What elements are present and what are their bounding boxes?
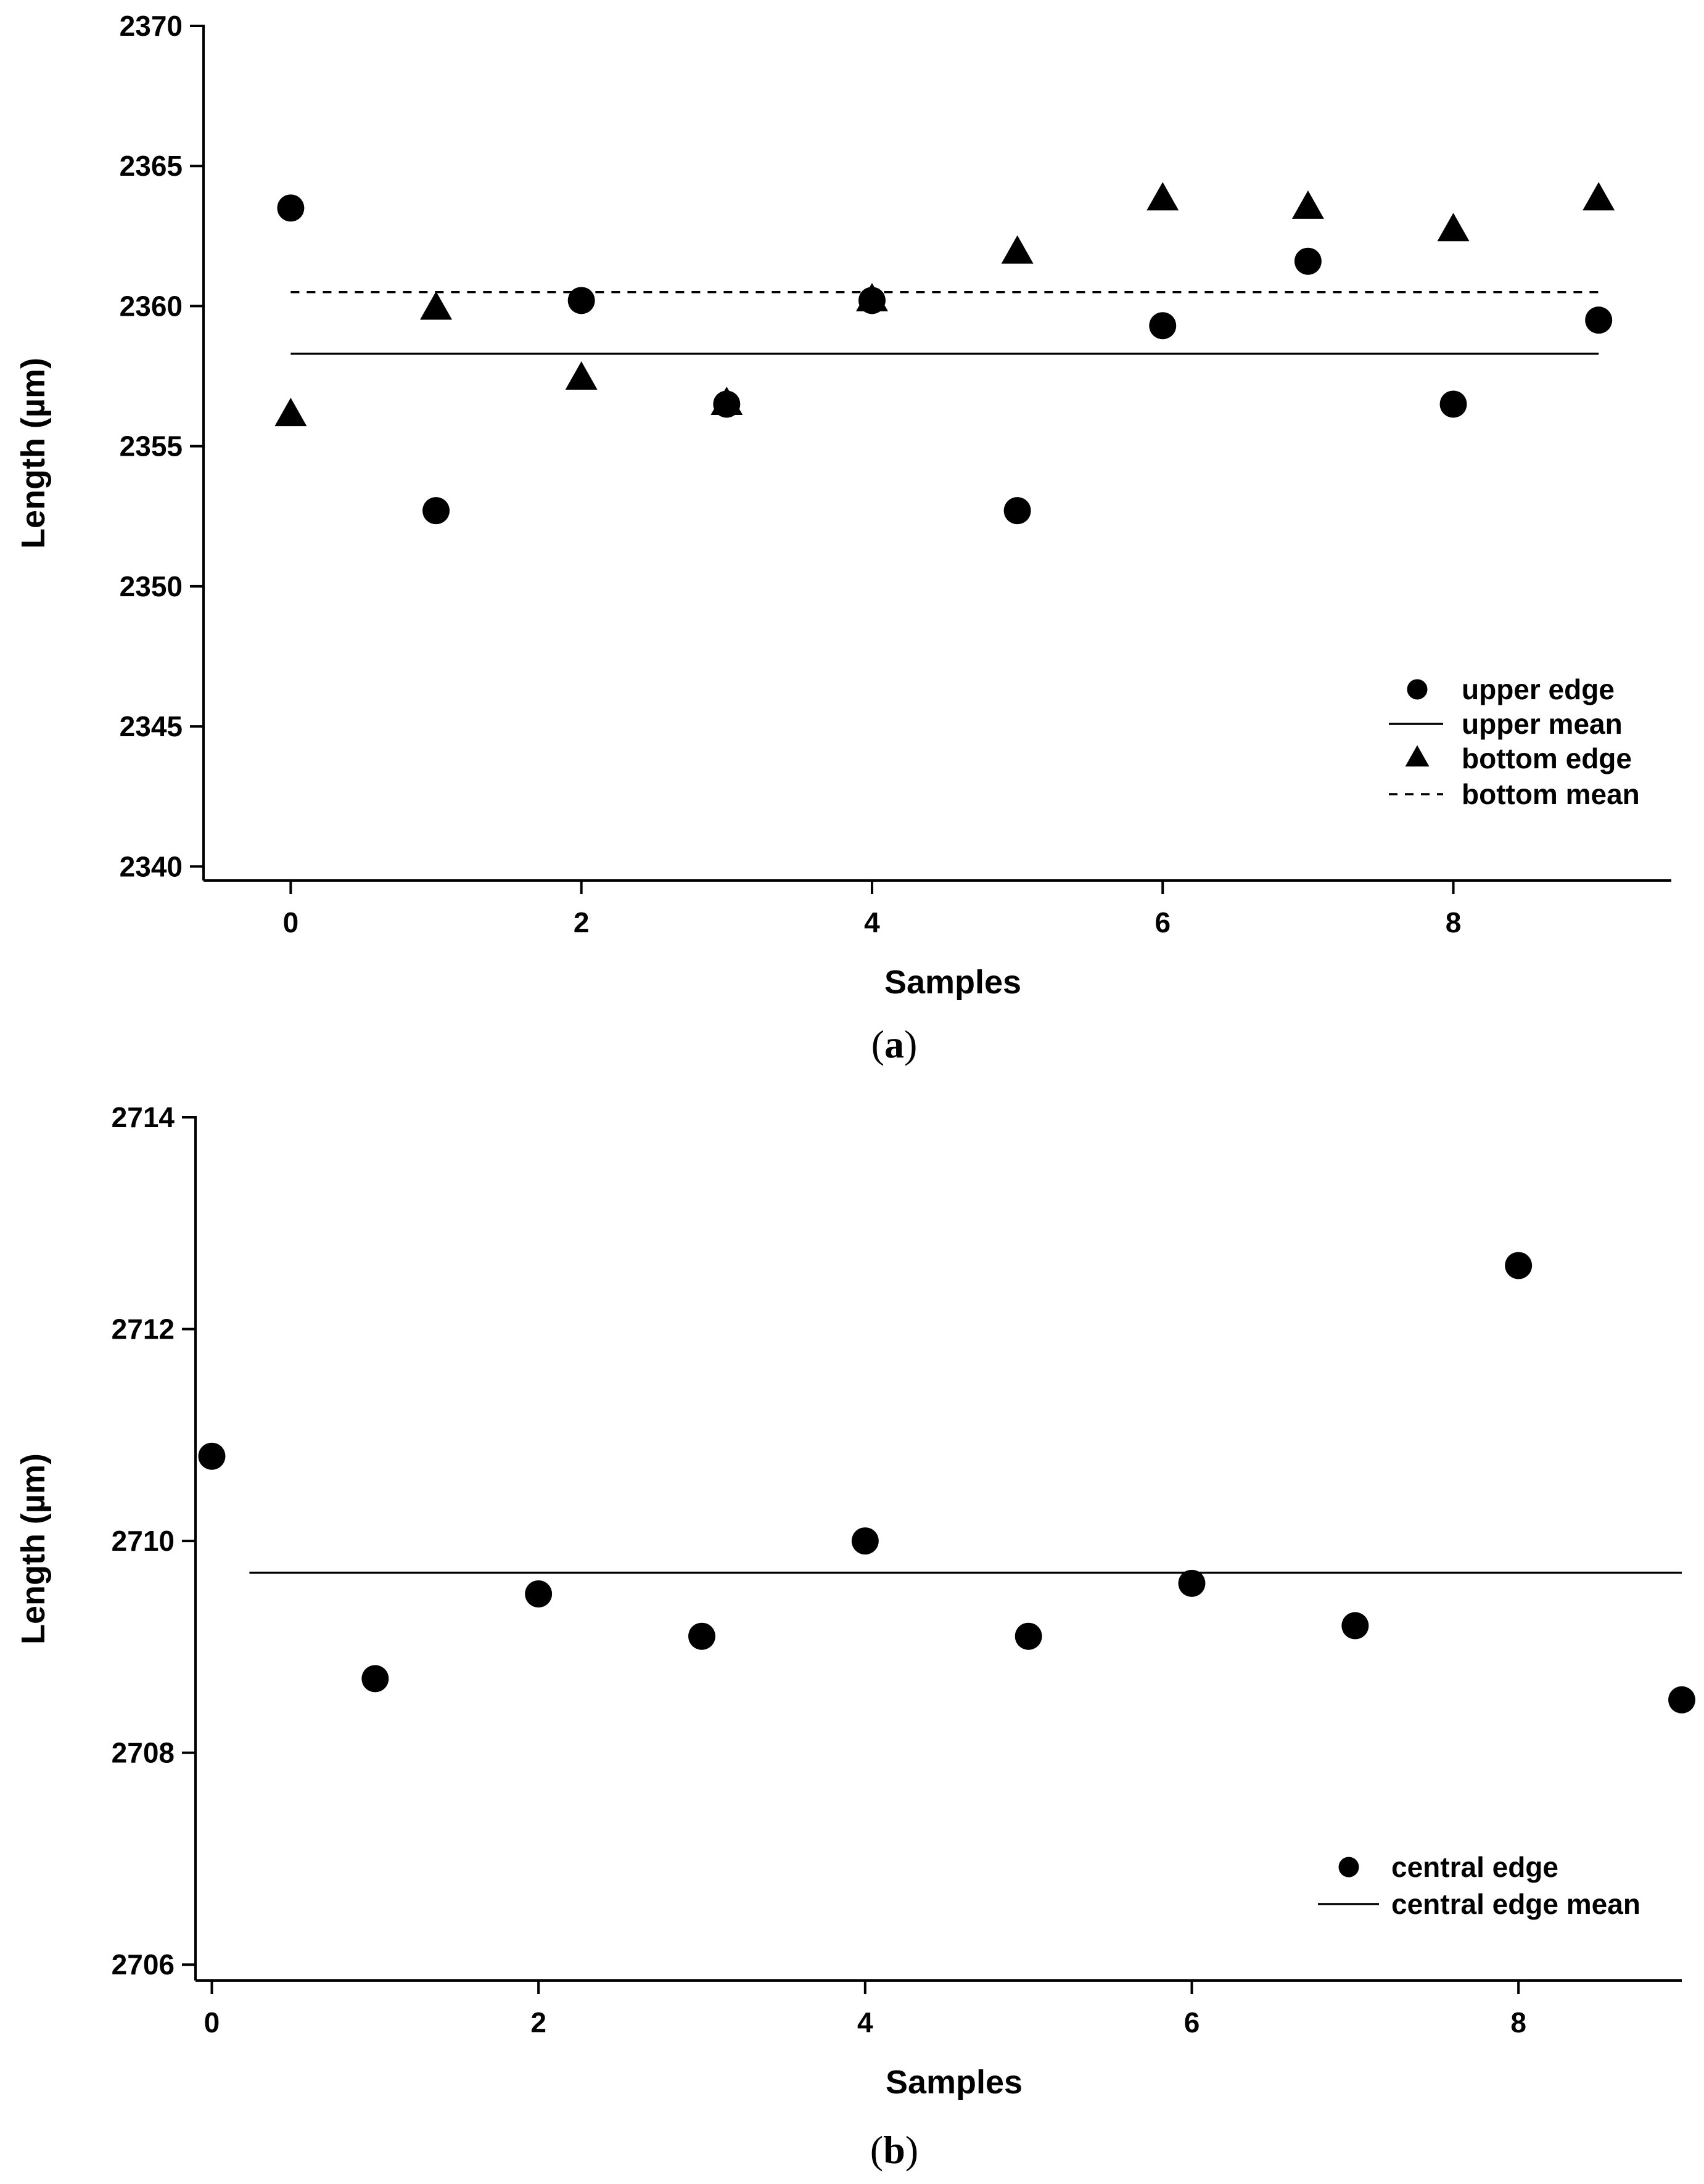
legend-label: bottom mean xyxy=(1462,778,1640,810)
y-tick-label: 2714 xyxy=(112,1101,175,1133)
data-point-central-edge xyxy=(1668,1686,1695,1714)
x-tick-label: 2 xyxy=(530,2006,546,2038)
y-tick-label: 2370 xyxy=(120,10,183,42)
data-point-bottom-edge xyxy=(565,361,598,390)
data-point-central-edge xyxy=(688,1622,715,1650)
x-tick-label: 8 xyxy=(1446,906,1462,938)
data-point-central-edge xyxy=(361,1665,389,1693)
y-tick-label: 2710 xyxy=(112,1525,175,1557)
x-tick-label: 6 xyxy=(1155,906,1171,938)
data-point-upper-edge xyxy=(1149,312,1177,340)
data-point-central-edge xyxy=(1178,1569,1206,1597)
data-point-central-edge xyxy=(198,1442,226,1470)
x-tick-label: 4 xyxy=(864,906,880,938)
data-point-bottom-edge xyxy=(855,282,888,311)
legend-marker-key xyxy=(1405,745,1430,767)
panel-label: (b) xyxy=(870,2128,918,2172)
data-point-central-edge xyxy=(851,1527,879,1555)
data-point-bottom-edge xyxy=(420,291,453,320)
x-axis-title: Samples xyxy=(884,964,1021,1001)
data-point-bottom-edge xyxy=(1437,213,1470,242)
data-point-central-edge xyxy=(1341,1612,1369,1640)
legend-label: central edge mean xyxy=(1391,1888,1640,1920)
x-tick-label: 0 xyxy=(204,2006,220,2038)
data-point-upper-edge xyxy=(1294,247,1322,275)
panel-label: (a) xyxy=(871,1022,918,1066)
x-tick-label: 0 xyxy=(283,906,299,938)
data-point-upper-edge xyxy=(1585,306,1613,334)
legend-marker-key xyxy=(1407,679,1428,700)
chart-panel-a: 2340 2345 2350 2355 2360 2365 2370 0 2 4 6 8 Samples… xyxy=(15,10,1671,1066)
legend-label: upper edge xyxy=(1462,673,1615,705)
y-tick-label: 2350 xyxy=(120,570,183,602)
y-tick-label: 2355 xyxy=(120,430,183,462)
y-tick-label: 2365 xyxy=(120,150,183,182)
x-tick-label: 8 xyxy=(1510,2006,1526,2038)
y-axis-title: Length (µm) xyxy=(15,358,52,549)
y-tick-label: 2345 xyxy=(120,710,183,742)
data-point-central-edge xyxy=(1015,1622,1042,1650)
x-tick-label: 6 xyxy=(1184,2006,1200,2038)
data-point-bottom-edge xyxy=(710,386,743,415)
data-point-central-edge xyxy=(1505,1252,1533,1279)
data-point-bottom-edge xyxy=(1146,182,1179,211)
y-axis-title: Length (µm) xyxy=(15,1453,52,1644)
legend-marker-key xyxy=(1338,1857,1359,1878)
x-tick-label: 4 xyxy=(857,2006,873,2038)
data-point-bottom-edge xyxy=(1001,235,1034,264)
data-point-bottom-edge xyxy=(1583,182,1615,211)
y-tick-label: 2360 xyxy=(120,290,183,322)
data-point-upper-edge xyxy=(1439,390,1467,418)
y-tick-label: 2706 xyxy=(112,1948,175,1981)
y-tick-label: 2708 xyxy=(112,1737,175,1769)
x-axis-title: Samples xyxy=(886,2064,1023,2101)
chart-panel-b: 2706 2708 2710 2712 2714 0 2 4 6 8 Samples Length (… xyxy=(15,1101,1695,2172)
y-tick-label: 2712 xyxy=(112,1313,175,1345)
data-point-central-edge xyxy=(525,1580,553,1608)
data-point-upper-edge xyxy=(277,194,305,222)
legend-label: upper mean xyxy=(1462,708,1623,740)
data-point-upper-edge xyxy=(567,287,595,314)
data-point-upper-edge xyxy=(1003,497,1031,525)
data-point-bottom-edge xyxy=(1291,190,1324,219)
data-point-bottom-edge xyxy=(274,398,307,427)
data-point-upper-edge xyxy=(422,497,450,525)
legend-label: bottom edge xyxy=(1462,742,1632,774)
x-tick-label: 2 xyxy=(574,906,590,938)
legend-label: central edge xyxy=(1391,1851,1558,1883)
y-tick-label: 2340 xyxy=(120,850,183,882)
